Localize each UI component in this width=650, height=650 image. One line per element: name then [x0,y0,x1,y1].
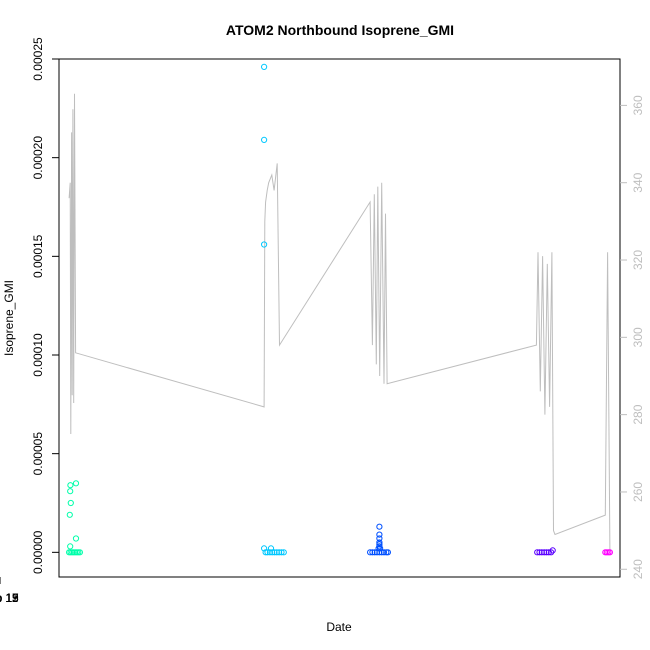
data-point-series-1 [67,482,74,489]
data-point-series-3 [376,549,383,556]
x-tick-label: Feb 19 [0,591,19,605]
x-tick-label: Feb 15 [0,591,19,605]
data-point-series-2 [262,549,269,556]
data-point-series-1 [72,535,80,542]
secondary-series-line [68,93,611,550]
points-layer [66,63,614,556]
data-point-series-2 [261,545,268,552]
data-point-series-5 [606,549,614,556]
data-point-series-3 [378,549,385,556]
y-axis: 0.00000 0.00005 0.00010 0.00015 0.00020 0.000… [31,37,59,574]
data-point-series-3 [376,535,383,542]
data-point-series-2 [278,549,285,556]
x-axis: Feb 11Feb 13Feb 15Feb 17Feb 19 [0,577,19,605]
y-tick-label: 0.00025 [31,37,45,81]
x-tick-label: Feb 11 [0,591,19,605]
x-axis-label: Date [326,620,352,634]
data-point-series-3 [376,541,383,548]
data-point-series-2 [267,545,275,552]
y-tick-label: 0.00000 [31,530,45,574]
x-tick-label: Feb 13 [0,591,19,605]
secondary-line-layer [68,93,611,550]
data-point-series-3 [371,549,378,556]
plot-frame [58,58,621,578]
y2-axis: 240 260 280 300 320 340 360 [620,95,645,579]
y2-tick-label: 360 [631,95,645,115]
data-point-series-3 [376,531,383,538]
data-point-series-2 [261,63,268,71]
y2-tick-label: 280 [631,404,645,424]
data-point-series-1 [67,543,74,550]
data-point-series-4 [548,549,555,556]
data-point-series-4 [549,547,556,554]
data-point-series-2 [271,549,278,556]
data-point-series-2 [280,549,287,556]
y-tick-label: 0.00015 [31,234,45,278]
y-tick-label: 0.00005 [31,432,45,476]
data-point-series-3 [376,523,383,530]
data-point-series-3 [377,545,384,552]
data-point-series-4 [543,549,550,556]
data-point-series-3 [376,539,383,546]
data-point-series-4 [538,549,545,556]
data-point-series-1 [67,488,74,495]
data-point-series-3 [369,549,376,556]
data-point-series-1 [67,499,74,507]
data-point-series-1 [76,549,84,556]
x-tick-label: Feb 17 [0,591,19,605]
data-point-series-2 [269,549,276,556]
y2-tick-label: 300 [631,327,645,347]
data-point-series-3 [384,549,391,556]
data-point-series-2 [276,549,283,556]
data-point-series-2 [266,549,273,556]
y-axis-label: Isoprene_GMI [2,280,16,356]
data-point-series-1 [66,511,73,518]
data-point-series-4 [534,549,541,556]
y2-tick-label: 340 [631,172,645,192]
y2-tick-label: 320 [631,250,645,270]
y2-tick-label: 260 [631,482,645,502]
data-point-series-4 [541,549,548,556]
chart-title: ATOM2 Northbound Isoprene_GMI [226,22,454,38]
data-point-series-2 [261,241,268,248]
data-point-series-2 [261,136,268,143]
data-point-series-3 [367,549,374,556]
data-point-series-1 [72,480,80,487]
y-tick-label: 0.00020 [31,136,45,180]
data-point-series-3 [380,549,388,556]
data-point-series-4 [536,549,543,556]
y2-tick-label: 240 [631,559,645,579]
y-tick-label: 0.00010 [31,333,45,377]
